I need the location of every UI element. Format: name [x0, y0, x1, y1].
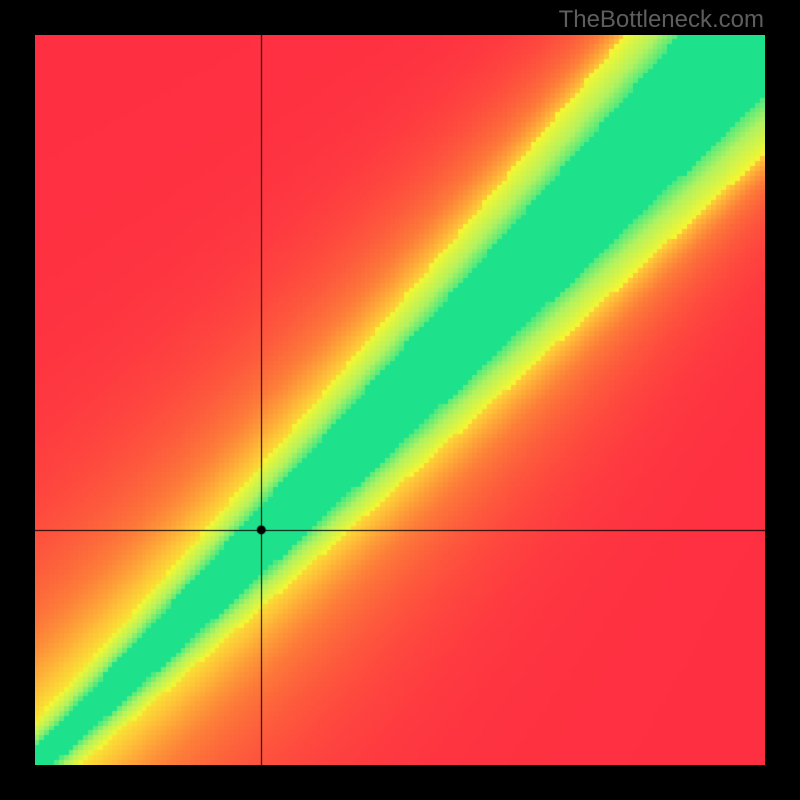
bottleneck-heatmap: [35, 35, 765, 765]
watermark-text: TheBottleneck.com: [559, 6, 764, 34]
